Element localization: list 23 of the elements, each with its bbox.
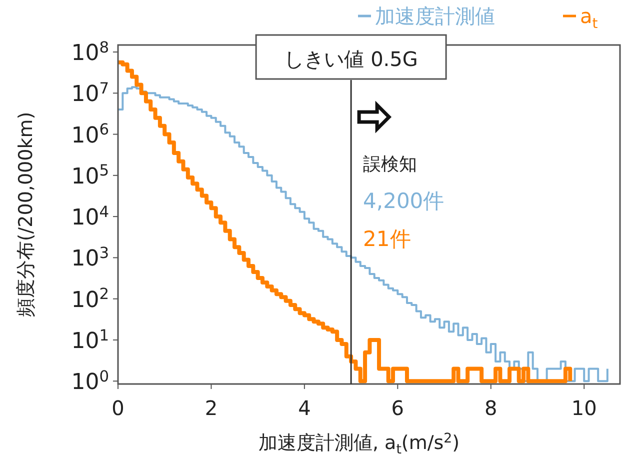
y-tick-label: 10$^{3}$: [71, 244, 109, 272]
y-tick-label: 10$^{1}$: [71, 326, 109, 354]
y-tick-label: 10$^{2}$: [71, 285, 109, 313]
annotation: 21件: [363, 227, 411, 251]
y-axis-title: 頻度分布(/200,000km): [15, 112, 37, 318]
y-tick-label: 10$^{5}$: [71, 162, 109, 190]
ref-line-label: しきい値 0.5G: [284, 47, 418, 71]
x-tick-label: 4: [298, 396, 311, 420]
x-tick-label: 6: [391, 396, 404, 420]
x-axis-title: 加速度計測値, a$_{t}$(m/s$^{2}$): [258, 431, 460, 458]
legend-label: a$_{t}$: [580, 4, 598, 32]
y-tick-label: 10$^{6}$: [71, 120, 109, 148]
x-tick-label: 10: [571, 396, 597, 420]
y-tick-label: 10$^{4}$: [71, 202, 109, 231]
x-tick-label: 0: [112, 396, 124, 420]
annotation: 誤検知: [363, 154, 418, 175]
x-tick-label: 2: [204, 396, 218, 420]
y-tick-label: 10$^{8}$: [71, 38, 109, 66]
x-tick-label: 8: [484, 396, 498, 420]
y-tick-label: 10$^{7}$: [71, 79, 109, 108]
y-tick-label: 10$^{0}$: [71, 367, 109, 396]
legend-label: 加速度計測値: [375, 4, 495, 28]
annotation: 4,200件: [363, 189, 444, 213]
